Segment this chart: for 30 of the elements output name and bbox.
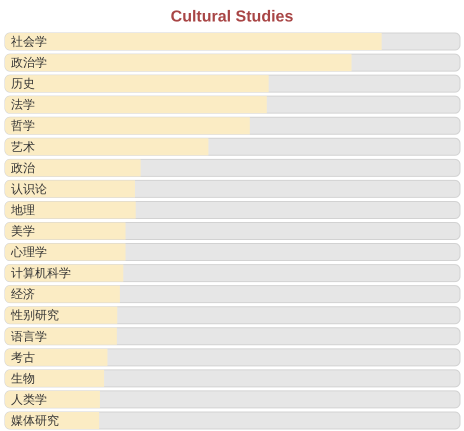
y-tick-label: 计算机科学 <box>11 266 71 280</box>
bar <box>5 201 136 218</box>
bar <box>5 222 126 240</box>
bar <box>5 370 104 387</box>
chart-title: Cultural Studies <box>170 8 294 26</box>
y-tick-label: 认识论 <box>11 182 47 196</box>
bar <box>5 180 135 198</box>
bar <box>5 348 108 366</box>
y-tick-label: 地理 <box>10 202 35 217</box>
y-tick-label: 媒体研究 <box>11 413 59 428</box>
y-tick-label: 艺术 <box>11 140 35 154</box>
bar <box>5 159 141 176</box>
y-tick-label: 哲学 <box>11 118 35 133</box>
y-tick-label: 考古 <box>11 350 35 364</box>
y-tick-label: 语言学 <box>11 329 47 344</box>
bar <box>5 244 126 261</box>
y-tick-label: 政治学 <box>11 56 47 70</box>
y-tick-label: 政治 <box>11 160 35 175</box>
bar <box>5 286 120 303</box>
y-tick-label: 生物 <box>11 371 35 386</box>
y-tick-label: 性别研究 <box>10 308 59 322</box>
y-tick-label: 人类学 <box>11 392 47 406</box>
y-tick-label: 心理学 <box>10 245 47 260</box>
bar <box>5 328 117 345</box>
y-tick-label: 历史 <box>11 76 35 91</box>
bar <box>5 390 100 408</box>
y-tick-label: 美学 <box>11 224 35 238</box>
y-tick-label: 法学 <box>11 98 35 112</box>
y-tick-label: 社会学 <box>11 34 47 49</box>
y-tick-label: 经济 <box>11 287 35 302</box>
